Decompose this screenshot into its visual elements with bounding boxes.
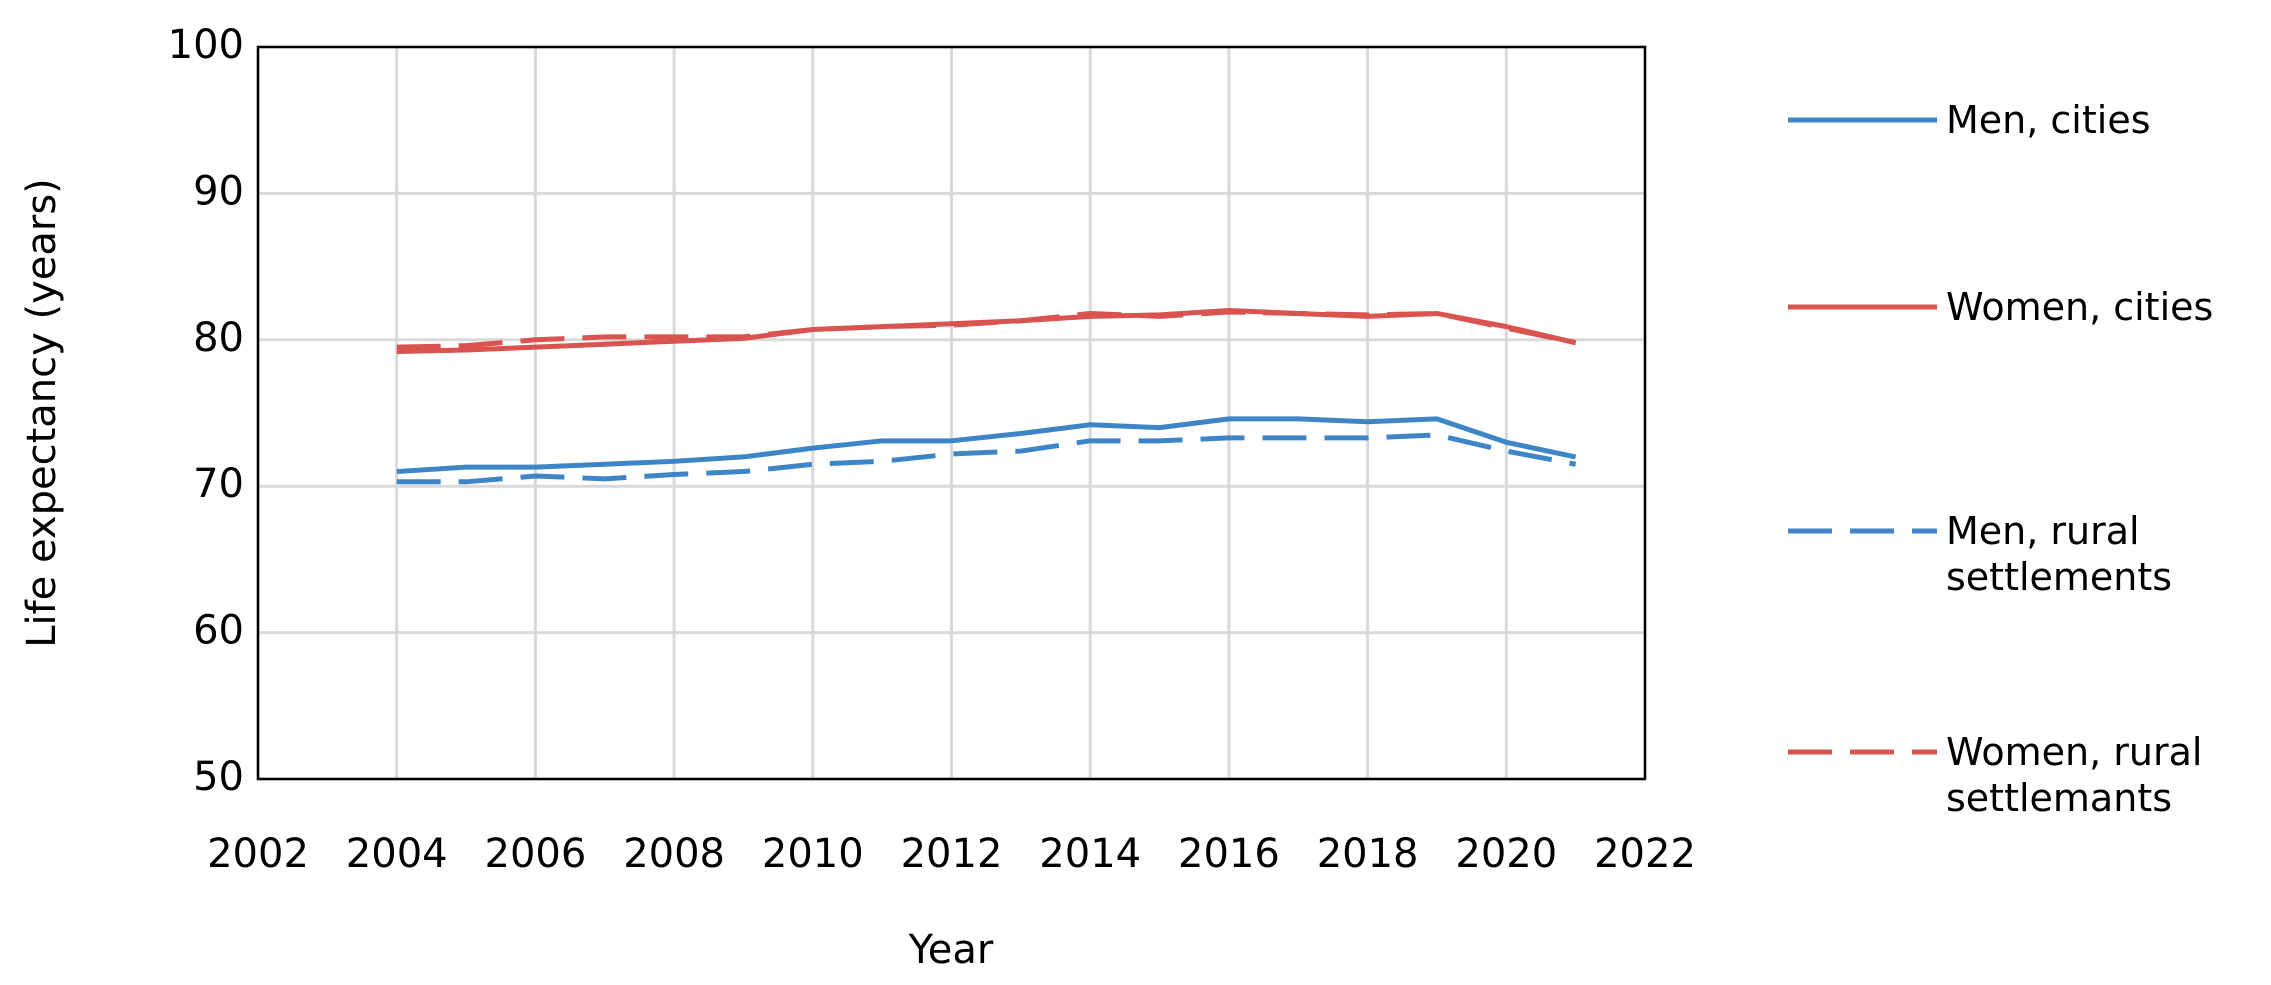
- x-tick-label: 2008: [623, 831, 725, 877]
- x-tick-label: 2004: [346, 831, 448, 877]
- x-tick-label: 2020: [1455, 831, 1557, 877]
- x-tick-label: 2006: [485, 831, 587, 877]
- y-tick-label: 50: [193, 754, 244, 800]
- y-tick-label: 80: [193, 315, 244, 361]
- plot-border: [256, 45, 1647, 781]
- x-tick-label: 2014: [1039, 831, 1141, 877]
- legend-label: Men, cities: [1946, 98, 2151, 142]
- series-line: [396, 416, 1577, 475]
- x-tick-label: 2018: [1317, 831, 1419, 877]
- legend-label: Women, cities: [1946, 285, 2214, 329]
- series-line: [396, 309, 1577, 350]
- series-line: [396, 432, 1577, 485]
- y-tick-label: 90: [193, 168, 244, 214]
- y-tick-label: 60: [193, 608, 244, 654]
- x-tick-label: 2010: [762, 831, 864, 877]
- legend-label: Women, rural settlemants: [1946, 730, 2203, 820]
- y-tick-label: 100: [168, 22, 244, 68]
- legend-label: Men, rural settlements: [1946, 509, 2173, 599]
- x-axis-title: Year: [908, 927, 994, 973]
- x-tick-label: 2012: [901, 831, 1003, 877]
- y-axis-title: Life expectancy (years): [19, 178, 65, 648]
- x-tick-label: 2016: [1178, 831, 1280, 877]
- x-tick-label: 2002: [207, 831, 309, 877]
- x-tick-label: 2022: [1594, 831, 1696, 877]
- y-tick-label: 70: [193, 461, 244, 507]
